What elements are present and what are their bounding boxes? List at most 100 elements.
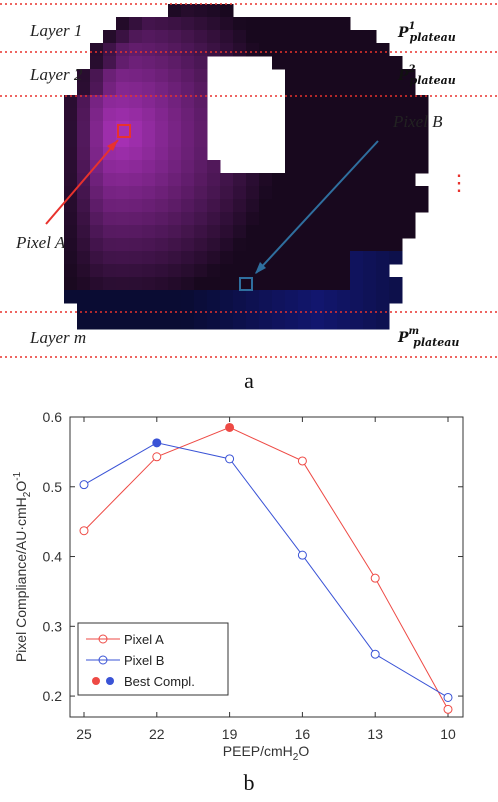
tissue-pixel bbox=[220, 186, 234, 200]
tissue-pixel bbox=[337, 316, 351, 330]
tissue-pixel bbox=[103, 251, 117, 265]
tissue-pixel bbox=[311, 277, 325, 291]
tissue-pixel bbox=[116, 251, 130, 265]
tissue-pixel bbox=[129, 290, 143, 304]
legend: Pixel A Pixel B Best Compl. bbox=[77, 622, 229, 696]
tissue-pixel bbox=[194, 264, 208, 278]
tissue-pixel bbox=[233, 238, 247, 252]
tissue-pixel bbox=[77, 290, 91, 304]
tissue-pixel bbox=[77, 316, 91, 330]
tissue-pixel bbox=[90, 290, 104, 304]
tissue-pixel bbox=[103, 264, 117, 278]
tissue-pixel bbox=[337, 95, 351, 109]
tissue-pixel bbox=[155, 56, 169, 70]
tissue-pixel bbox=[181, 43, 195, 57]
tissue-pixel bbox=[402, 160, 416, 174]
tissue-pixel bbox=[272, 264, 286, 278]
tissue-pixel bbox=[298, 121, 312, 135]
tissue-pixel bbox=[259, 212, 273, 226]
tissue-pixel bbox=[142, 121, 156, 135]
tissue-pixel bbox=[168, 95, 182, 109]
tissue-pixel bbox=[337, 199, 351, 213]
data-point bbox=[370, 573, 380, 583]
tissue-pixel bbox=[181, 225, 195, 239]
tissue-pixel bbox=[220, 264, 234, 278]
pixel-a-arrow bbox=[45, 139, 119, 225]
tissue-pixel bbox=[337, 303, 351, 317]
tissue-pixel bbox=[376, 290, 390, 304]
tissue-pixel bbox=[376, 56, 390, 70]
legend-item-pixel-b: Pixel B bbox=[86, 653, 164, 668]
tissue-pixel bbox=[389, 173, 403, 187]
compliance-chart: 0.2 0.3 0.4 0.5 0.6 25 22 19 16 13 10 PEEP/cmH2O … bbox=[0, 390, 498, 770]
tissue-pixel bbox=[103, 82, 117, 96]
tissue-pixel bbox=[272, 43, 286, 57]
tissue-pixel bbox=[363, 303, 377, 317]
tissue-pixel bbox=[324, 17, 338, 31]
tissue-pixel bbox=[155, 212, 169, 226]
tissue-pixel bbox=[103, 238, 117, 252]
tissue-pixel bbox=[350, 30, 364, 44]
tissue-pixel bbox=[90, 264, 104, 278]
tissue-pixel bbox=[207, 17, 221, 31]
tissue-pixel bbox=[194, 82, 208, 96]
tissue-pixel bbox=[298, 316, 312, 330]
tissue-pixel bbox=[324, 212, 338, 226]
tissue-pixel bbox=[389, 69, 403, 83]
tissue-pixel bbox=[233, 264, 247, 278]
tissue-pixel bbox=[376, 303, 390, 317]
tissue-pixel bbox=[272, 225, 286, 239]
tissue-pixel bbox=[246, 264, 260, 278]
tissue-pixel bbox=[337, 277, 351, 291]
tissue-pixel bbox=[324, 199, 338, 213]
tissue-pixel bbox=[168, 303, 182, 317]
tissue-pixel bbox=[155, 147, 169, 161]
y-axis-title: Pixel Compliance/AU·cmH2O-1 bbox=[12, 471, 33, 662]
tissue-pixel bbox=[324, 303, 338, 317]
tissue-pixel bbox=[181, 56, 195, 70]
tissue-pixel bbox=[129, 238, 143, 252]
tissue-pixel bbox=[298, 82, 312, 96]
tissue-pixel bbox=[194, 43, 208, 57]
tissue-pixel bbox=[415, 186, 429, 200]
tissue-pixel bbox=[298, 134, 312, 148]
tissue-pixel bbox=[129, 121, 143, 135]
tissue-pixel bbox=[103, 108, 117, 122]
tissue-pixel bbox=[103, 277, 117, 291]
tissue-pixel bbox=[194, 69, 208, 83]
tissue-pixel bbox=[389, 82, 403, 96]
tissue-pixel bbox=[181, 212, 195, 226]
y-tick-label: 0.4 bbox=[43, 549, 63, 565]
tissue-pixel bbox=[272, 17, 286, 31]
tissue-pixel bbox=[389, 160, 403, 174]
tissue-pixel bbox=[350, 147, 364, 161]
tissue-pixel bbox=[233, 251, 247, 265]
tissue-pixel bbox=[272, 238, 286, 252]
tissue-pixel bbox=[298, 225, 312, 239]
tissue-pixel bbox=[64, 134, 78, 148]
tissue-pixel bbox=[233, 212, 247, 226]
tissue-pixel bbox=[207, 264, 221, 278]
tissue-pixel bbox=[337, 30, 351, 44]
tissue-pixel bbox=[363, 264, 377, 278]
tissue-pixel bbox=[90, 212, 104, 226]
data-point bbox=[225, 454, 235, 464]
tissue-pixel bbox=[64, 108, 78, 122]
tissue-pixel bbox=[376, 212, 390, 226]
tissue-pixel bbox=[298, 264, 312, 278]
tissue-pixel bbox=[402, 95, 416, 109]
tissue-pixel bbox=[129, 173, 143, 187]
tissue-pixel bbox=[337, 43, 351, 57]
tissue-pixel bbox=[116, 212, 130, 226]
legend-label-pixel-b: Pixel B bbox=[124, 653, 164, 668]
tissue-pixel bbox=[350, 69, 364, 83]
tissue-pixel bbox=[363, 238, 377, 252]
tissue-pixel bbox=[337, 160, 351, 174]
tissue-pixel bbox=[194, 95, 208, 109]
tissue-pixel bbox=[402, 147, 416, 161]
tissue-pixel bbox=[259, 173, 273, 187]
tissue-pixel bbox=[324, 264, 338, 278]
tissue-pixel bbox=[64, 225, 78, 239]
tissue-pixel bbox=[350, 108, 364, 122]
